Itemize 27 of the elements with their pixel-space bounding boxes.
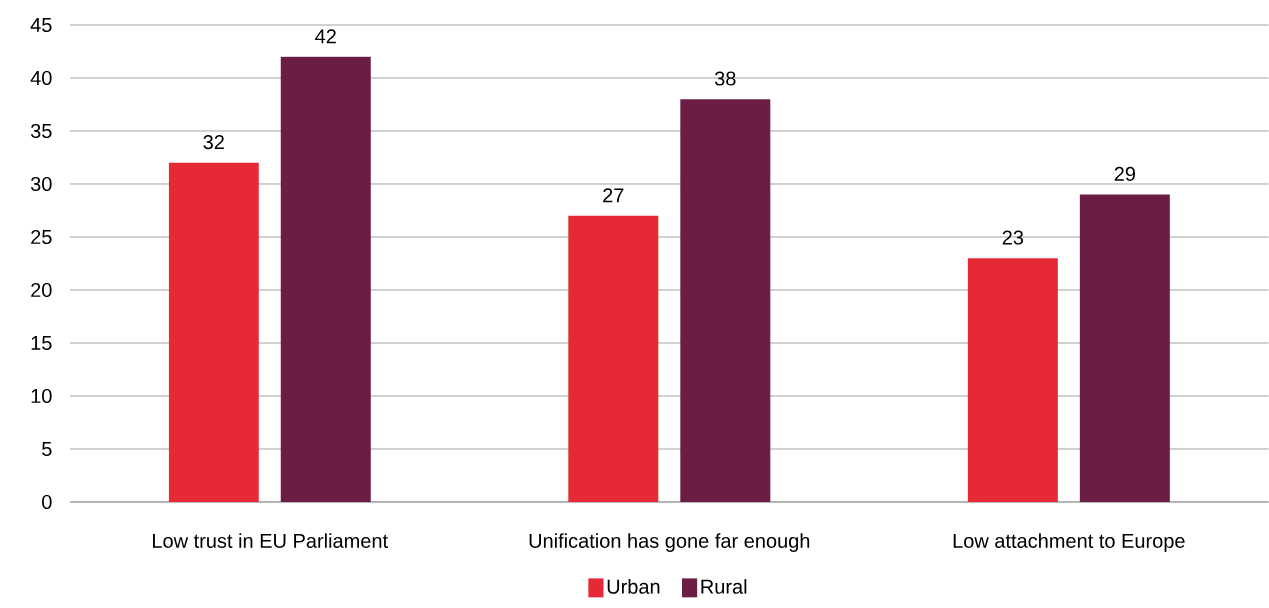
bar <box>280 56 371 502</box>
y-tick-label: 0 <box>42 494 52 510</box>
data-label: 23 <box>1002 230 1024 245</box>
y-tick-label: 10 <box>31 388 52 404</box>
y-tick-label: 45 <box>30 18 52 32</box>
bar <box>1079 194 1170 502</box>
data-label: 29 <box>1114 166 1135 181</box>
bar <box>168 162 259 502</box>
data-label: 42 <box>315 29 336 44</box>
data-label: 32 <box>203 135 224 150</box>
bar <box>568 215 659 502</box>
y-tick-label: 5 <box>42 442 52 456</box>
legend-label: Rural <box>701 579 747 594</box>
y-tick-label: 15 <box>31 336 52 350</box>
x-tick-label: Low attachment to Europe <box>953 533 1185 552</box>
y-tick-label: 20 <box>31 282 52 298</box>
legend-label: Urban <box>607 579 660 594</box>
y-tick-label: 40 <box>30 70 52 86</box>
y-tick-label: 25 <box>31 229 52 245</box>
bar <box>680 99 771 502</box>
data-label: 38 <box>714 71 736 86</box>
y-tick-label: 30 <box>30 176 52 192</box>
x-tick-label: Low trust in EU Parliament <box>153 533 388 548</box>
y-tick-label: 35 <box>30 123 52 139</box>
bar <box>967 258 1058 502</box>
data-label: 27 <box>603 188 624 203</box>
x-tick-label: Unification has gone far enough <box>529 533 810 552</box>
